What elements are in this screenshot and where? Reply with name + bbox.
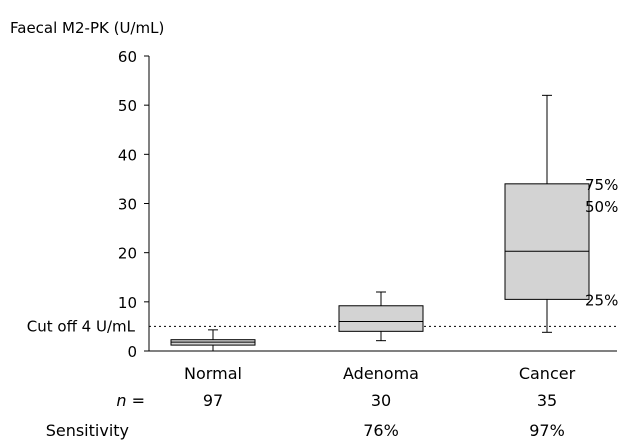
y-tick-label: 40 [118,146,137,164]
y-tick-label: 20 [118,245,137,263]
y-ticks: 0 10 20 30 40 50 60 [118,48,149,361]
boxes [170,94,590,352]
n-value: 30 [371,391,391,410]
percentile-label: 50% [585,198,618,216]
sensitivity-row-label: Sensitivity [46,421,129,440]
n-row: n = 97 30 35 [116,391,557,410]
category-label: Adenoma [343,364,419,383]
sensitivity-value: 97% [529,421,565,440]
box-cancer [504,94,590,333]
y-tick-label: 50 [118,97,137,115]
n-value: 97 [203,391,223,410]
y-tick-label: 60 [118,48,137,66]
cutoff-label: Cut off 4 U/mL [27,317,136,335]
iqr-box [504,183,590,300]
percentile-labels: 75% 50% 25% [585,176,618,310]
y-tick-label: 30 [118,196,137,214]
box-adenoma [338,291,424,342]
y-axis-label: Faecal M2-PK (U/mL) [10,19,164,37]
percentile-label: 75% [585,176,618,194]
sensitivity-value: 76% [363,421,399,440]
box-normal [170,329,256,352]
y-tick-label: 10 [118,294,137,312]
sensitivity-row: Sensitivity 76% 97% [46,421,565,440]
category-label: Normal [184,364,242,383]
category-label: Cancer [519,364,576,383]
cutoff: Cut off 4 U/mL [27,317,617,335]
category-labels: Normal Adenoma Cancer [184,364,576,383]
y-tick-label: 0 [127,343,137,361]
n-value: 35 [537,391,557,410]
n-row-label: n = [116,391,145,410]
iqr-box [338,305,424,332]
percentile-label: 25% [585,291,618,309]
